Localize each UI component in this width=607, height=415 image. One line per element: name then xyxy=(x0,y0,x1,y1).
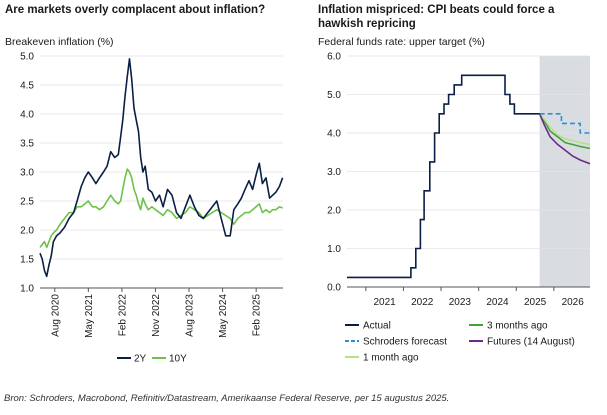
right-xtick-label: 2021 xyxy=(373,297,396,308)
right-xtick-label: 2026 xyxy=(562,297,585,308)
left-series-line-10y xyxy=(39,168,283,249)
left-ytick-label: 5.0 xyxy=(20,52,34,63)
left-xtick-label: May 2024 xyxy=(218,294,229,338)
right-legend-label-actual: Actual xyxy=(363,321,391,332)
left-ytick-label: 4.0 xyxy=(20,110,34,121)
right-ytick-label: 6.0 xyxy=(327,52,341,63)
left-ytick-label: 2.0 xyxy=(20,226,34,237)
left-xtick-label: Feb 2025 xyxy=(252,294,263,337)
right-legend-label-schroders-forecast: Schroders forecast xyxy=(363,337,447,348)
right-xtick-label: 2024 xyxy=(486,297,509,308)
left-ytick-label: 1.0 xyxy=(20,284,34,295)
right-xtick-label: 2023 xyxy=(449,297,472,308)
right-xtick-label: 2022 xyxy=(411,297,434,308)
left-xtick-label: Aug 2020 xyxy=(50,294,61,337)
left-chart-ylabel: Breakeven inflation (%) xyxy=(5,36,114,48)
right-series-line-schroders-forecast xyxy=(539,113,590,134)
right-series-line-actual xyxy=(347,74,540,279)
right-series-line-1-month-ago xyxy=(538,113,591,146)
left-legend-label-2y: 2Y xyxy=(134,354,147,365)
right-ytick-label: 5.0 xyxy=(327,90,341,101)
right-legend-label-3-months-ago: 3 months ago xyxy=(487,321,548,332)
left-xtick-label: Aug 2023 xyxy=(185,294,196,337)
right-chart-ylabel: Federal funds rate: upper target (%) xyxy=(318,36,485,48)
left-xtick-label: Nov 2022 xyxy=(151,294,162,337)
left-xtick-label: May 2021 xyxy=(84,294,95,338)
left-chart-title: Are markets overly complacent about infl… xyxy=(5,4,266,16)
right-ytick-label: 3.0 xyxy=(327,167,341,178)
right-xtick-label: 2025 xyxy=(524,297,547,308)
right-ytick-label: 1.0 xyxy=(327,244,341,255)
source-note: Bron: Schroders, Macrobond, Refinitiv/Da… xyxy=(4,393,450,404)
left-legend-label-10y: 10Y xyxy=(169,354,187,365)
right-legend-label-futures-14-august: Futures (14 August) xyxy=(487,337,575,348)
right-ytick-label: 4.0 xyxy=(327,129,341,140)
right-ytick-label: 0.0 xyxy=(327,283,341,294)
right-series-line-3-months-ago xyxy=(538,113,591,150)
left-ytick-label: 4.5 xyxy=(20,81,34,92)
left-series-line-2y xyxy=(39,58,284,278)
left-ytick-label: 2.5 xyxy=(20,197,34,208)
right-series-line-futures-14-august xyxy=(538,113,591,165)
left-xtick-label: Feb 2022 xyxy=(117,294,128,337)
right-legend-label-1-month-ago: 1 month ago xyxy=(363,353,419,364)
right-chart-title: Inflation mispriced: CPI beats could for… xyxy=(318,4,555,30)
right-ytick-label: 2.0 xyxy=(327,206,341,217)
left-ytick-label: 1.5 xyxy=(20,255,34,266)
left-ytick-label: 3.0 xyxy=(20,168,34,179)
left-ytick-label: 3.5 xyxy=(20,139,34,150)
